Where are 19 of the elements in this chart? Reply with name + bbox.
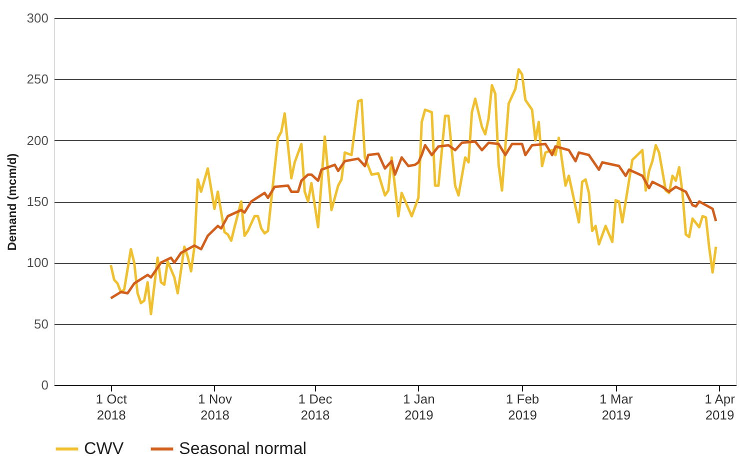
x-tick-label: 1 Mar 2019 bbox=[600, 392, 634, 422]
y-tick-label: 100 bbox=[26, 255, 48, 270]
line-series bbox=[110, 68, 718, 316]
y-tick-label: 250 bbox=[26, 72, 48, 87]
y-tick-label: 0 bbox=[41, 378, 48, 392]
y-tick-label: 200 bbox=[26, 132, 48, 148]
y-tick-label: 50 bbox=[34, 316, 48, 332]
legend-label: CWV bbox=[84, 439, 124, 458]
x-tick-label: 1 Jan 2019 bbox=[402, 392, 435, 422]
x-tick-label: 1 Oct 2018 bbox=[96, 392, 128, 422]
line-series bbox=[110, 140, 718, 300]
y-tick-label: 150 bbox=[26, 194, 48, 209]
legend-label: Seasonal normal bbox=[179, 439, 307, 458]
x-tick-label: 1 Dec 2018 bbox=[298, 392, 333, 422]
x-tick-label: 1 Nov 2018 bbox=[198, 392, 232, 422]
x-tick-label: 1 Feb 2019 bbox=[506, 392, 540, 422]
y-axis-title: Demand (mcm/d) bbox=[4, 153, 19, 251]
x-tick-label: 1 Apr 2019 bbox=[704, 392, 736, 422]
y-tick-label: 300 bbox=[26, 10, 48, 26]
